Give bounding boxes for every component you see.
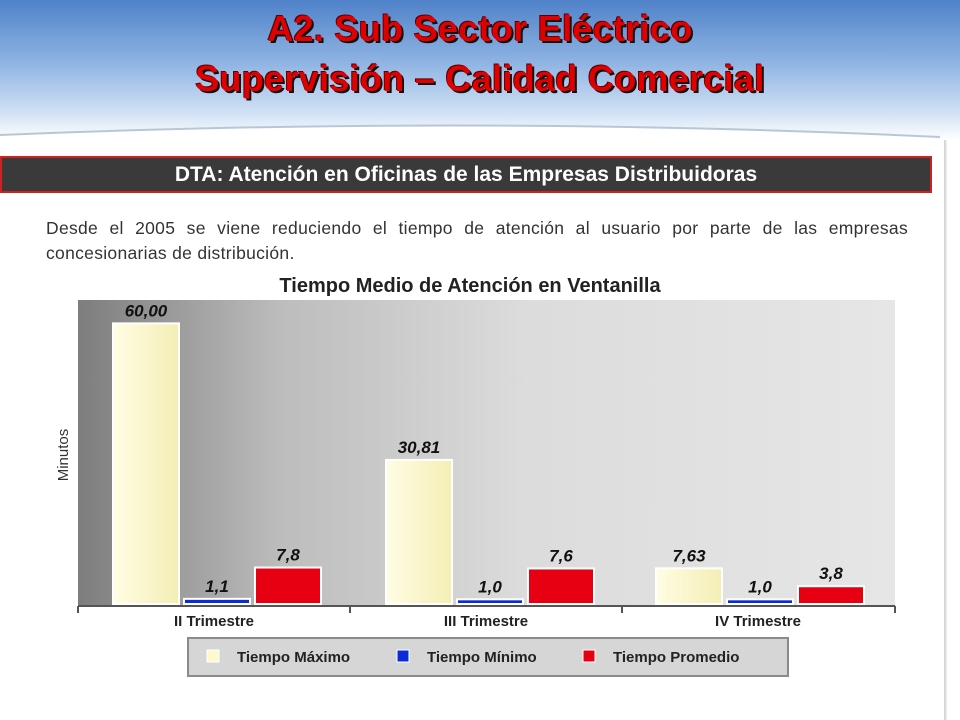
bar-avg-1 (254, 566, 322, 606)
x-tick-label-3: IV Trimestre (715, 613, 801, 630)
bar-min-3 (726, 598, 794, 605)
chart-title: Tiempo Medio de Atención en Ventanilla (279, 275, 661, 297)
data-label-max-2: 30,81 (398, 438, 441, 457)
y-axis-label: Minutos (55, 429, 72, 482)
data-label-min-3: 1,0 (748, 577, 772, 596)
legend-label-2: Tiempo Mínimo (427, 649, 537, 666)
data-label-min-2: 1,0 (478, 577, 502, 596)
bar-min-2 (456, 598, 524, 605)
bar-max-3 (655, 567, 723, 605)
x-ticks-group: II Trimestre III Trimestre IV Trimestre (77, 606, 896, 630)
bars-group: 60,00 1,1 7,8 30,81 1,0 7,6 7,63 1,0 3,8 (112, 301, 865, 606)
body-text: Desde el 2005 se viene reduciendo el tie… (46, 218, 908, 263)
bar-max-2 (385, 458, 453, 605)
data-label-min-1: 1,1 (205, 577, 229, 596)
legend: Tiempo Máximo Tiempo Mínimo Tiempo Promedi… (187, 637, 789, 677)
legend-box (187, 637, 789, 677)
slide-title-line2: Supervisión – Calidad Comercial (195, 58, 765, 99)
legend-label-1: Tiempo Máximo (237, 649, 350, 666)
legend-swatch-1 (206, 649, 220, 663)
bar-avg-3 (797, 585, 865, 606)
bar-max-1 (112, 322, 180, 605)
legend-swatch-2 (396, 649, 410, 663)
data-label-max-3: 7,63 (672, 546, 706, 565)
legend-swatch-3 (582, 649, 596, 663)
header-swoosh (0, 124, 960, 145)
slide-title-line1: A2. Sub Sector Eléctrico (267, 8, 693, 49)
plot-area (78, 300, 895, 606)
data-label-avg-3: 3,8 (819, 564, 843, 583)
x-tick-label-1: II Trimestre (174, 613, 254, 630)
x-tick-label-2: III Trimestre (444, 613, 528, 630)
right-border-rule (944, 140, 947, 720)
bar-min-1 (183, 597, 251, 606)
data-label-avg-1: 7,8 (276, 546, 300, 565)
section-heading: DTA: Atención en Oficinas de las Empresa… (0, 156, 932, 193)
data-label-max-1: 60,00 (125, 301, 168, 320)
legend-label-3: Tiempo Promedio (613, 649, 739, 666)
bar-avg-2 (527, 567, 595, 605)
header-background (0, 0, 960, 140)
data-label-avg-2: 7,6 (549, 546, 573, 565)
